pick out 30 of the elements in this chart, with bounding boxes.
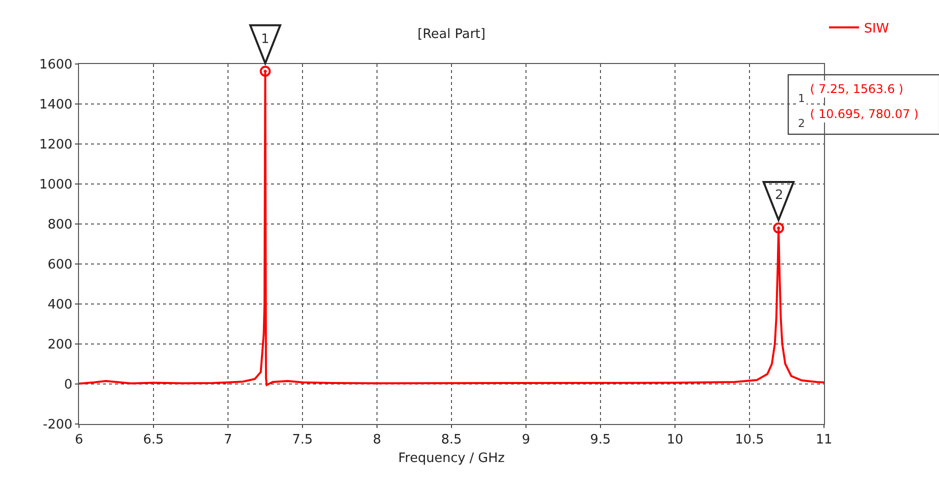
y-tick-label: -200 — [42, 418, 72, 433]
y-tick-label: 1400 — [39, 98, 72, 113]
x-tick-label: 7.5 — [292, 432, 313, 448]
x-tick-label: 7 — [224, 432, 232, 448]
x-tick-label: 10 — [666, 432, 684, 448]
y-tick-label: 400 — [48, 298, 72, 313]
x-tick-label: 10.5 — [735, 432, 764, 448]
x-tick-label: 9 — [522, 432, 530, 448]
y-tick-label: 0 — [64, 378, 72, 393]
annotation: ( 7.25, 1563.6 ) — [810, 82, 904, 96]
y-tick-label: 600 — [48, 258, 72, 273]
x-tick-label: 8.5 — [441, 432, 462, 448]
x-tick-label: 9.5 — [590, 432, 611, 448]
chart-title: [Real Part] — [418, 27, 486, 42]
y-tick-label: 1600 — [39, 58, 72, 73]
text: 2 — [798, 117, 805, 130]
x-axis-title: Frequency / GHz — [398, 451, 505, 466]
x-tick-label: 8 — [372, 432, 382, 448]
x-tick-label: 6 — [74, 432, 84, 448]
annotation: 2 — [775, 188, 784, 203]
x-tick-label: 6.5 — [143, 432, 164, 448]
annotation: ( 10.695, 780.07 ) — [810, 107, 919, 121]
y-tick-label: 1000 — [39, 178, 72, 193]
text: 1 — [798, 92, 805, 105]
x-tick-label: 11 — [816, 432, 832, 448]
y-tick-label: 1200 — [39, 138, 72, 153]
y-tick-label: 800 — [48, 218, 72, 233]
y-tick-label: 200 — [48, 338, 72, 353]
legend-label: SIW — [864, 21, 890, 36]
annotation: 1 — [261, 32, 270, 47]
